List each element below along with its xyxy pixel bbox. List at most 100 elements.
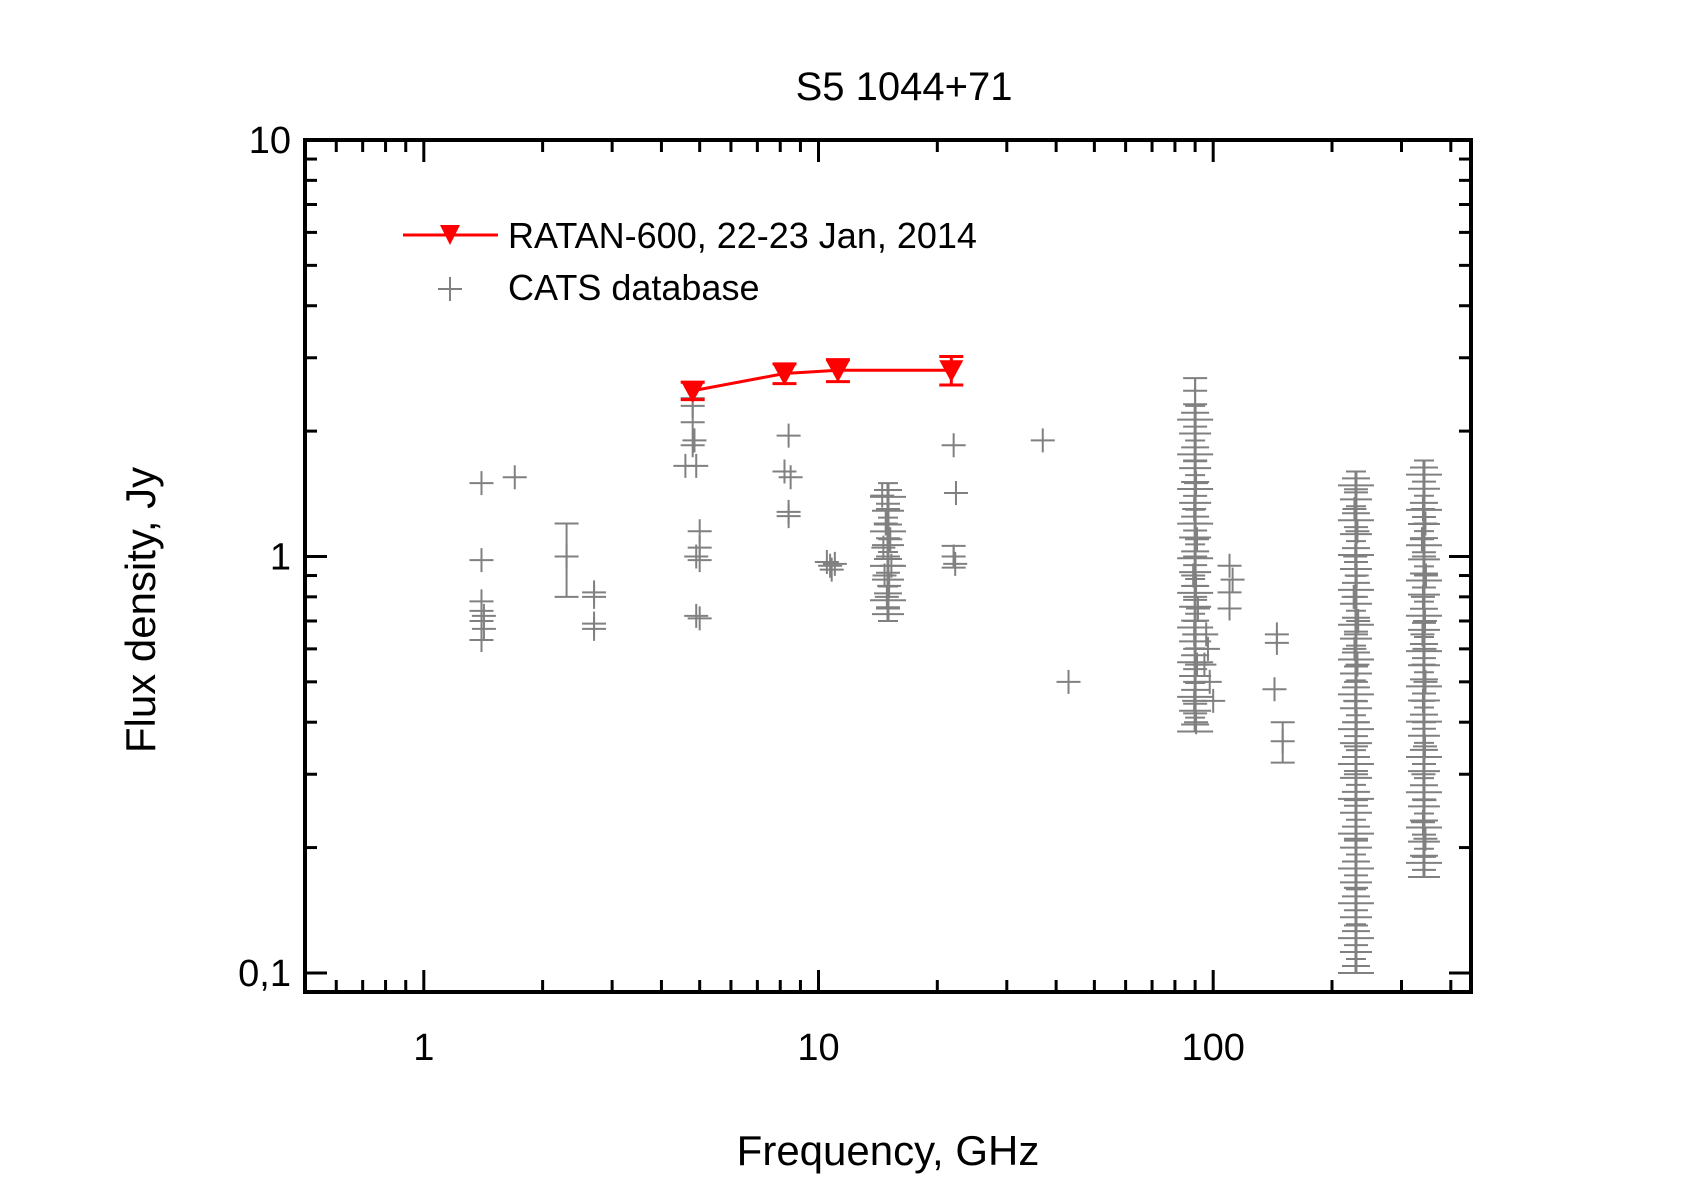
cats-point [1184,471,1209,496]
cats-point [822,551,847,576]
cats-point [684,603,709,628]
x-tick-label: 10 [797,1027,839,1069]
cats-point [1411,762,1436,787]
cats-point [1413,563,1438,588]
cats-point [1413,511,1438,536]
cats-point [879,553,904,578]
cats-point [1410,688,1435,713]
cats-point [502,465,527,490]
x-tick-label: 1 [413,1027,434,1069]
cats-point [876,596,900,621]
cats-point [1412,636,1437,661]
cats-point [1413,826,1438,851]
cats-point [1343,913,1368,938]
cats-point [778,465,803,490]
cats-point [1345,652,1370,677]
cats-point [1413,669,1438,694]
cats-point [876,544,900,569]
legend-cats-label: CATS database [508,267,759,308]
cats-point [1183,378,1208,403]
cats-point [1341,584,1366,609]
cats-point [1410,584,1435,609]
cats-point [1343,826,1368,851]
cats-point [1343,734,1368,759]
cats-point [684,544,709,569]
cats-point [1195,636,1220,661]
x-tick-label: 100 [1181,1027,1244,1069]
cats-point [1344,563,1369,588]
cats-point [682,428,707,453]
cats-point [684,453,709,478]
cats-point [1181,563,1206,588]
cats-point [1194,622,1219,647]
legend-ratan-marker [440,225,460,245]
plot-area [303,138,1473,994]
cats-point [1030,428,1055,453]
cats-point [680,410,705,435]
cats-point [1192,652,1217,677]
y-tick-label: 1 [270,536,291,578]
cats-point [1342,497,1367,522]
cats-point [1343,688,1368,713]
cats-point [554,544,579,569]
cats-point [1264,630,1289,655]
axis-ticks [303,138,1471,994]
cats-point [1409,527,1434,552]
cats-point [1185,527,1210,552]
cats-point [872,563,897,588]
cats-point [582,616,607,641]
cats-point [1412,788,1437,813]
cats-point [941,544,966,569]
y-tick-label: 0,1 [238,953,291,995]
cats-point [1411,544,1436,569]
cats-point [1183,448,1208,473]
cats-point [1344,710,1369,735]
ratan-point [680,380,705,403]
cats-point [818,553,843,578]
cats-point [1412,608,1437,633]
cats-point [687,606,712,631]
y-tick-label: 10 [249,120,291,162]
cats-series [469,377,1438,974]
cats-point [1410,622,1435,647]
cats-point [874,584,899,609]
cats-point [943,481,968,506]
cats-point [943,551,968,576]
cats-point [582,584,607,609]
cats-point [873,511,898,536]
cats-point [876,497,900,522]
cats-point [1342,636,1367,661]
chart-title: S5 1044+71 [796,65,1013,109]
cats-point [776,504,801,529]
cats-point [469,548,494,573]
cats-point [870,483,895,508]
cats-point [471,616,496,641]
x-axis-label: Frequency, GHz [737,1127,1040,1174]
cats-point [1411,844,1436,869]
cats-point [1217,596,1242,621]
legend-cats-marker [438,277,462,301]
cats-point [1270,729,1295,754]
tick-labels: 1 10 100 0,1 1 10 [238,120,1245,1069]
cats-point [1183,544,1208,569]
ratan-series [680,355,964,403]
cats-point [1343,788,1368,813]
cats-point [1345,519,1370,544]
cats-point [1185,596,1210,621]
ratan-point [772,363,797,386]
cats-point [1343,622,1368,647]
cats-point [1410,810,1435,835]
cats-point [1217,553,1242,578]
cats-point [1201,688,1226,713]
cats-point [1343,762,1368,787]
cats-point [1410,497,1435,522]
cats-point [1183,511,1208,536]
cats-point [1197,669,1222,694]
cats-point [877,573,902,598]
cats-point [469,471,494,496]
cats-point [772,459,797,484]
cats-point [1343,544,1368,569]
cats-point [819,557,844,582]
